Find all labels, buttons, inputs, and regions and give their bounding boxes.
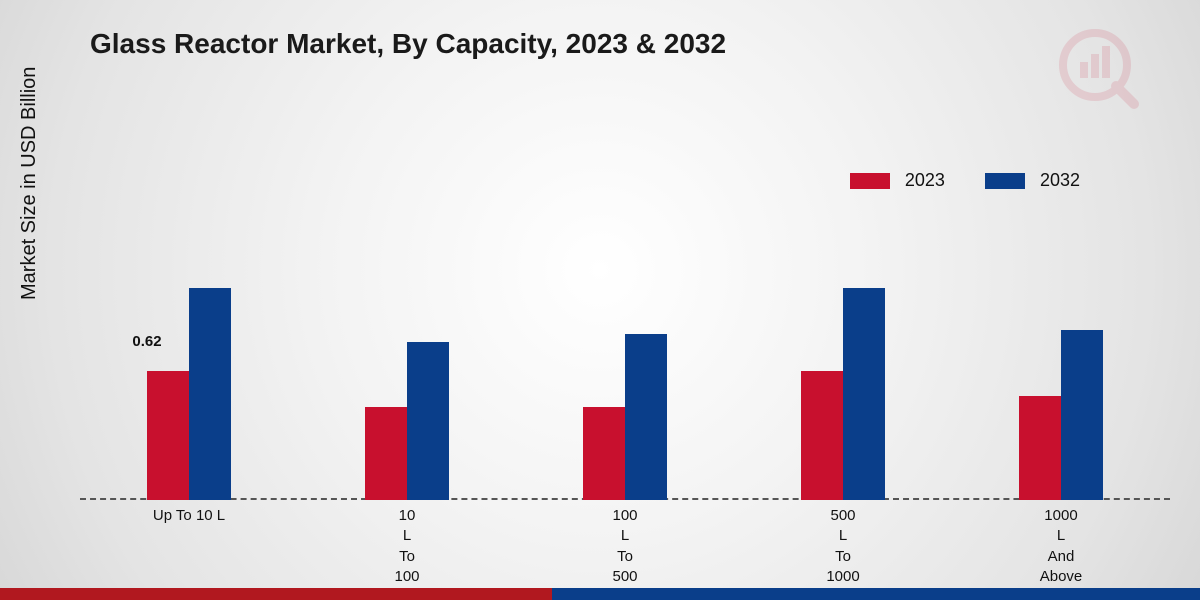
x-tick-label: 100LTo500	[612, 506, 637, 587]
chart-title: Glass Reactor Market, By Capacity, 2023 …	[90, 28, 726, 60]
legend: 2023 2032	[850, 170, 1080, 191]
plot-area: 0.62	[80, 230, 1170, 500]
bar	[407, 342, 449, 500]
bar	[1061, 330, 1103, 500]
legend-swatch-2032	[985, 173, 1025, 189]
bar	[801, 371, 843, 500]
bar	[1019, 396, 1061, 500]
footer-accent-bar	[0, 588, 1200, 600]
bar-value-label: 0.62	[132, 333, 161, 350]
legend-item: 2023	[850, 170, 945, 191]
legend-item: 2032	[985, 170, 1080, 191]
bar	[625, 334, 667, 500]
chart-canvas: { "title": "Glass Reactor Market, By Cap…	[0, 0, 1200, 600]
x-tick-label: 1000LAndAbove	[1040, 506, 1083, 587]
x-tick-label: 500LTo1000	[826, 506, 859, 587]
watermark-logo	[1050, 20, 1140, 115]
footer-accent-right	[552, 588, 1200, 600]
footer-accent-left	[0, 588, 552, 600]
x-tick-label: Up To 10 L	[153, 506, 225, 526]
bar	[583, 407, 625, 500]
bar-group	[147, 288, 231, 500]
bar-group	[801, 288, 885, 500]
bar	[189, 288, 231, 500]
y-axis-label: Market Size in USD Billion	[18, 67, 41, 300]
legend-label: 2032	[1040, 170, 1080, 190]
bar	[843, 288, 885, 500]
legend-label: 2023	[905, 170, 945, 190]
x-tick-label: 10LTo100	[394, 506, 419, 587]
bar-group	[1019, 330, 1103, 500]
bar-group	[365, 342, 449, 500]
legend-swatch-2023	[850, 173, 890, 189]
bar-group	[583, 334, 667, 500]
bar	[365, 407, 407, 500]
x-axis-labels: Up To 10 L 10LTo100 100LTo500 500LTo1000 100…	[80, 506, 1170, 592]
bar	[147, 371, 189, 500]
